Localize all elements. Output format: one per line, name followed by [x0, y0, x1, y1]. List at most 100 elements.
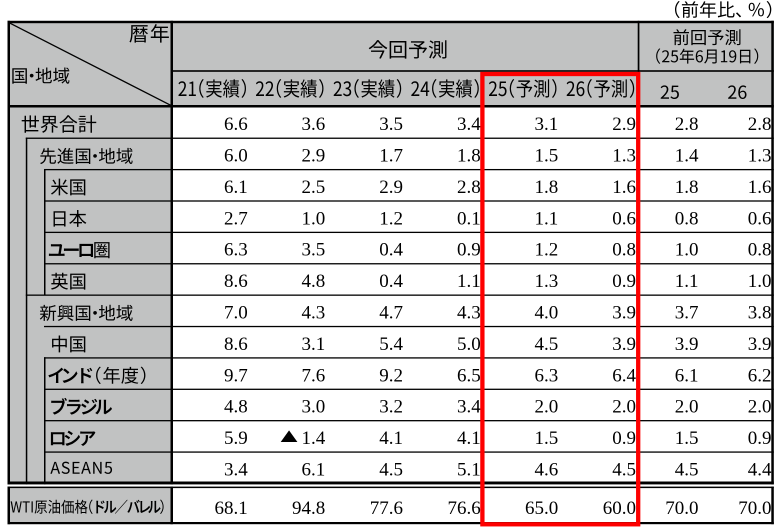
- svg-text:6.3: 6.3: [535, 365, 559, 386]
- svg-text:4.3: 4.3: [302, 303, 326, 324]
- svg-text:8.6: 8.6: [224, 334, 248, 355]
- svg-text:60.0: 60.0: [603, 498, 636, 519]
- svg-text:3.0: 3.0: [302, 397, 326, 418]
- svg-text:6.6: 6.6: [224, 114, 248, 135]
- svg-text:5.4: 5.4: [379, 334, 403, 355]
- svg-text:94.8: 94.8: [292, 498, 325, 519]
- svg-text:4.8: 4.8: [302, 271, 326, 292]
- svg-text:2.9: 2.9: [379, 177, 403, 198]
- svg-text:6.0: 6.0: [224, 146, 248, 167]
- svg-text:0.8: 0.8: [748, 240, 772, 261]
- svg-text:1.1: 1.1: [675, 271, 699, 292]
- svg-text:4.1: 4.1: [457, 428, 481, 449]
- svg-text:8.6: 8.6: [224, 271, 248, 292]
- svg-text:4.5: 4.5: [535, 334, 559, 355]
- svg-text:5.1: 5.1: [457, 459, 481, 480]
- svg-text:3.5: 3.5: [302, 240, 326, 261]
- svg-text:3.6: 3.6: [302, 114, 326, 135]
- svg-text:1.3: 1.3: [748, 146, 772, 167]
- svg-text:6.1: 6.1: [224, 177, 248, 198]
- svg-text:4.6: 4.6: [535, 459, 559, 480]
- svg-text:3.1: 3.1: [535, 114, 559, 135]
- svg-text:76.6: 76.6: [447, 498, 480, 519]
- svg-text:1.0: 1.0: [302, 208, 326, 229]
- svg-text:1.0: 1.0: [748, 271, 772, 292]
- svg-text:2.9: 2.9: [302, 146, 326, 167]
- svg-text:4.3: 4.3: [457, 303, 481, 324]
- svg-text:3.9: 3.9: [748, 334, 772, 355]
- svg-text:1.4: 1.4: [302, 428, 326, 449]
- svg-text:4.1: 4.1: [379, 428, 403, 449]
- svg-text:3.7: 3.7: [675, 303, 699, 324]
- svg-text:3.2: 3.2: [379, 397, 403, 418]
- svg-text:9.2: 9.2: [379, 365, 403, 386]
- svg-text:2.8: 2.8: [675, 114, 699, 135]
- svg-text:6.5: 6.5: [457, 365, 481, 386]
- svg-text:0.6: 0.6: [612, 208, 636, 229]
- svg-text:0.4: 0.4: [379, 240, 403, 261]
- svg-text:3.9: 3.9: [612, 303, 636, 324]
- svg-text:4.7: 4.7: [379, 303, 403, 324]
- svg-text:4.0: 4.0: [535, 303, 559, 324]
- svg-text:6.4: 6.4: [612, 365, 636, 386]
- svg-text:1.3: 1.3: [535, 271, 559, 292]
- svg-text:5.0: 5.0: [457, 334, 481, 355]
- svg-text:0.8: 0.8: [675, 208, 699, 229]
- svg-text:0.6: 0.6: [748, 208, 772, 229]
- svg-text:0.9: 0.9: [748, 428, 772, 449]
- svg-text:2.8: 2.8: [748, 114, 772, 135]
- svg-text:3.9: 3.9: [675, 334, 699, 355]
- svg-text:1.8: 1.8: [457, 146, 481, 167]
- svg-text:3.4: 3.4: [224, 459, 248, 480]
- svg-text:0.9: 0.9: [612, 428, 636, 449]
- svg-text:4.5: 4.5: [675, 459, 699, 480]
- svg-text:1.5: 1.5: [535, 428, 559, 449]
- svg-text:6.1: 6.1: [302, 459, 326, 480]
- svg-text:2.7: 2.7: [224, 208, 248, 229]
- svg-text:7.0: 7.0: [224, 303, 248, 324]
- svg-text:1.7: 1.7: [379, 146, 403, 167]
- svg-text:6.3: 6.3: [224, 240, 248, 261]
- svg-text:0.9: 0.9: [612, 271, 636, 292]
- svg-text:0.8: 0.8: [612, 240, 636, 261]
- svg-text:4.8: 4.8: [224, 397, 248, 418]
- svg-text:68.1: 68.1: [214, 498, 247, 519]
- svg-text:77.6: 77.6: [370, 498, 403, 519]
- svg-text:2.0: 2.0: [675, 397, 699, 418]
- svg-text:70.0: 70.0: [665, 498, 698, 519]
- svg-text:70.0: 70.0: [738, 498, 771, 519]
- svg-text:4.4: 4.4: [748, 459, 772, 480]
- svg-text:1.0: 1.0: [675, 240, 699, 261]
- svg-text:1.2: 1.2: [379, 208, 403, 229]
- svg-text:3.5: 3.5: [379, 114, 403, 135]
- svg-text:7.6: 7.6: [302, 365, 326, 386]
- svg-text:1.2: 1.2: [535, 240, 559, 261]
- svg-text:3.1: 3.1: [302, 334, 326, 355]
- svg-text:3.4: 3.4: [457, 397, 481, 418]
- svg-text:4.5: 4.5: [612, 459, 636, 480]
- svg-text:0.9: 0.9: [457, 240, 481, 261]
- svg-text:1.6: 1.6: [612, 177, 636, 198]
- svg-text:1.5: 1.5: [675, 428, 699, 449]
- svg-text:6.2: 6.2: [748, 365, 772, 386]
- svg-text:1.8: 1.8: [535, 177, 559, 198]
- svg-text:4.5: 4.5: [379, 459, 403, 480]
- svg-text:5.9: 5.9: [224, 428, 248, 449]
- svg-text:3.9: 3.9: [612, 334, 636, 355]
- svg-text:2.0: 2.0: [748, 397, 772, 418]
- svg-text:2.0: 2.0: [612, 397, 636, 418]
- svg-text:0.1: 0.1: [457, 208, 481, 229]
- svg-text:2.8: 2.8: [457, 177, 481, 198]
- svg-text:2.9: 2.9: [612, 114, 636, 135]
- svg-text:1.8: 1.8: [675, 177, 699, 198]
- svg-text:3.8: 3.8: [748, 303, 772, 324]
- svg-text:1.5: 1.5: [535, 146, 559, 167]
- svg-text:65.0: 65.0: [525, 498, 558, 519]
- svg-text:1.1: 1.1: [457, 271, 481, 292]
- svg-text:6.1: 6.1: [675, 365, 699, 386]
- svg-text:1.6: 1.6: [748, 177, 772, 198]
- svg-text:3.4: 3.4: [457, 114, 481, 135]
- svg-text:1.3: 1.3: [612, 146, 636, 167]
- svg-text:1.1: 1.1: [535, 208, 559, 229]
- svg-text:0.4: 0.4: [379, 271, 403, 292]
